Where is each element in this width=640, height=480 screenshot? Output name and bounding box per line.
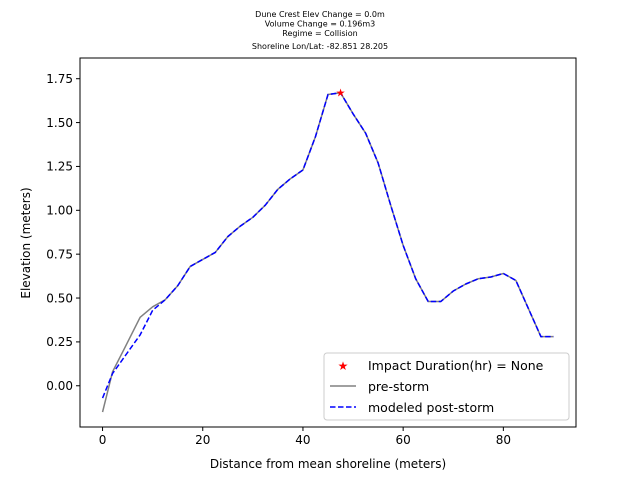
title-line-3: Regime = Collision [282,29,357,38]
title-line-4: Shoreline Lon/Lat: -82.851 28.205 [252,42,388,51]
y-axis-ticks: 0.00 0.25 0.50 0.75 1.00 1.25 1.50 1.75 [46,72,80,393]
legend-label-pre-storm: pre-storm [368,379,429,394]
plot-series: ★ [101,87,554,413]
y-tick-label: 1.50 [46,116,73,130]
x-tick-label: 60 [396,433,411,447]
chart-title: Dune Crest Elev Change = 0.0m Volume Cha… [252,10,388,51]
y-tick-label: 1.00 [46,204,73,218]
y-tick-label: 0.25 [46,335,73,349]
legend-label-post-storm: modeled post-storm [368,400,494,415]
plot-frame [79,57,577,428]
legend-star-marker-icon: ★ [338,359,349,373]
y-tick-label: 0.75 [46,247,73,261]
x-tick-label: 40 [295,433,310,447]
y-tick-label: 1.75 [46,72,73,86]
y-tick-label: 1.25 [46,160,73,174]
title-line-1: Dune Crest Elev Change = 0.0m [255,10,385,19]
y-tick-label: 0.00 [46,379,73,393]
impact-star-marker: ★ [336,87,346,100]
post-storm-line [101,91,554,399]
x-tick-label: 20 [195,433,210,447]
x-axis-label: Distance from mean shoreline (meters) [210,457,446,471]
y-tick-label: 0.50 [46,291,73,305]
legend-label-impact: Impact Duration(hr) = None [368,358,544,373]
x-tick-label: 0 [99,433,107,447]
legend: ★ Impact Duration(hr) = None pre-storm m… [323,352,570,421]
x-axis-ticks: 0 20 40 60 80 [99,427,511,447]
title-line-2: Volume Change = 0.196m3 [265,20,376,29]
y-axis-label: Elevation (meters) [19,187,33,298]
x-tick-label: 80 [496,433,511,447]
legend-box [323,352,570,421]
